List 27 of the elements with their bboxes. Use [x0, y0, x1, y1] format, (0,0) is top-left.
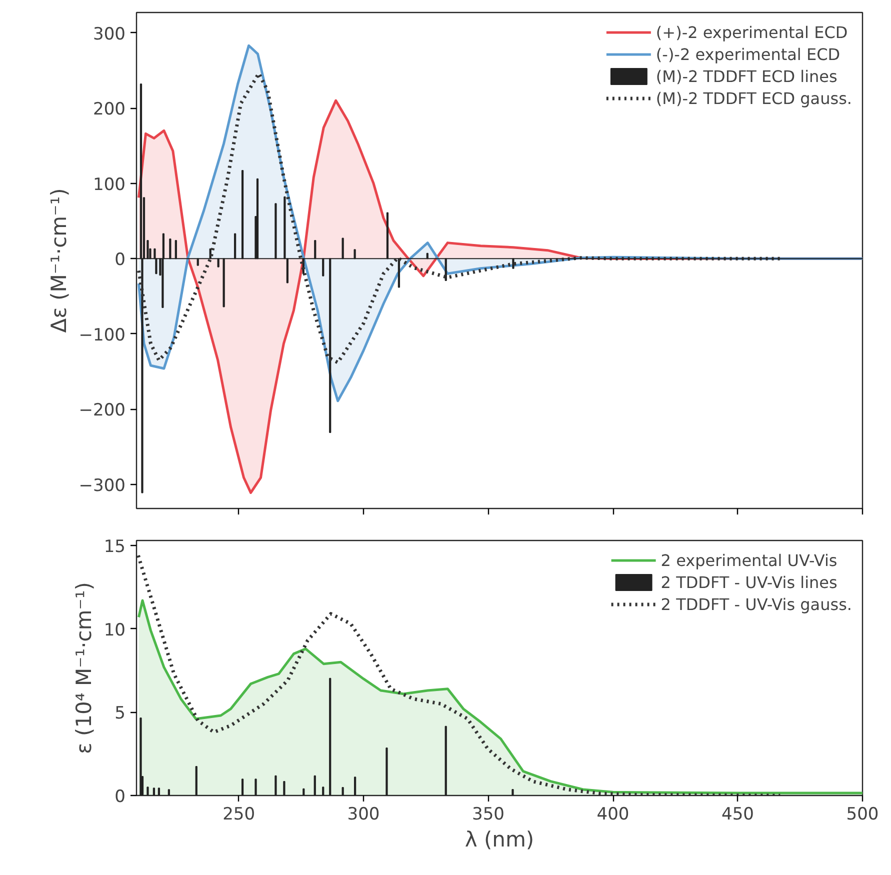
- legend-label: (+)-2 experimental ECD: [656, 22, 848, 42]
- y-tick-label: 5: [114, 704, 126, 724]
- x-tick-label: 450: [722, 804, 754, 824]
- y-tick-label: 0: [114, 250, 126, 270]
- legend-label: (-)-2 experimental ECD: [656, 44, 840, 64]
- x-tick-label: 250: [222, 804, 256, 824]
- legend-label: (M)-2 TDDFT ECD lines: [656, 66, 838, 86]
- y-tick-label: 10: [104, 620, 126, 640]
- legend-label: 2 TDDFT - UV-Vis gauss.: [660, 594, 852, 614]
- y-tick-label: 300: [93, 24, 126, 44]
- y-tick-label: −100: [78, 325, 126, 346]
- y-tick-label: −200: [78, 400, 126, 421]
- y-axis-title: Δε (M⁻¹·cm⁻¹): [46, 188, 71, 333]
- y-tick-label: 100: [93, 174, 126, 195]
- x-tick-label: 500: [846, 804, 879, 824]
- x-axis-title: λ (nm): [464, 828, 534, 852]
- y-tick-label: 0: [114, 787, 126, 807]
- x-tick-label: 300: [347, 804, 380, 824]
- y-tick-label: −300: [78, 476, 126, 496]
- x-tick-label: 350: [472, 804, 504, 824]
- legend-label: (M)-2 TDDFT ECD gauss.: [656, 88, 852, 108]
- legend-label: 2 experimental UV-Vis: [660, 550, 838, 570]
- y-tick-label: 200: [93, 100, 126, 120]
- legend-label: 2 TDDFT - UV-Vis lines: [660, 572, 838, 592]
- y-tick-label: 15: [104, 537, 126, 557]
- x-tick-label: 400: [596, 804, 630, 824]
- y-axis-title: ε (10⁴ M⁻¹·cm⁻¹): [72, 582, 96, 754]
